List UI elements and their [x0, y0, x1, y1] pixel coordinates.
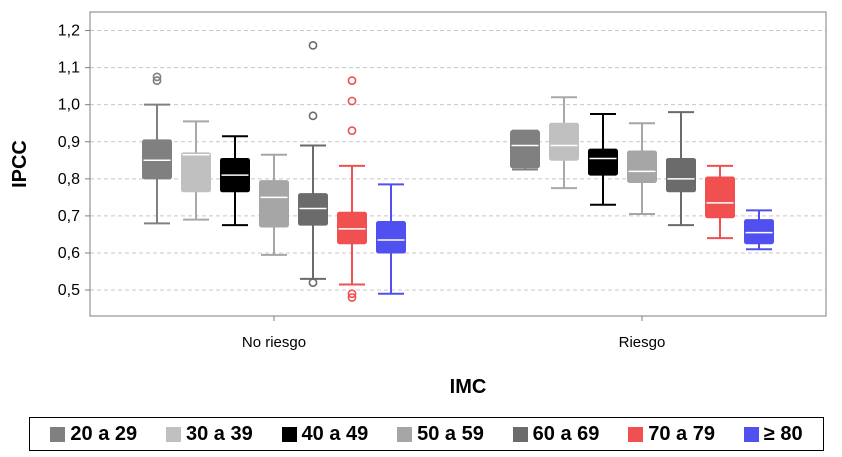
- box-iqr: [142, 139, 172, 180]
- outlier-point: [347, 76, 357, 85]
- legend-item: 50 a 59: [397, 423, 484, 446]
- box-70-a-79: [705, 164, 735, 240]
- box-70-a-79: [337, 76, 367, 302]
- box-40-a-49: [220, 135, 250, 227]
- box-30-a-39: [181, 120, 211, 221]
- outlier-point: [308, 40, 318, 50]
- box-50-a-59: [627, 122, 657, 216]
- legend-item: 30 a 39: [165, 422, 253, 446]
- legend-label: 40 a 49: [301, 422, 369, 445]
- legend-item: ≥ 80: [743, 422, 803, 446]
- legend-label: 70 a 79: [648, 422, 715, 445]
- y-tick-label: 1,2: [58, 23, 80, 40]
- x-category-labels: No riesgo Riesgo: [242, 316, 665, 351]
- outlier-point: [347, 96, 357, 106]
- box-20-a-29: [510, 129, 540, 171]
- box-iqr: [666, 157, 696, 193]
- y-tick-label: 0,5: [58, 282, 80, 299]
- box-series: [142, 40, 774, 302]
- box-40-a-49: [588, 112, 618, 206]
- outlier-point: [308, 278, 318, 288]
- boxplot-chart: 0,5 0,6 0,7 0,8 0,9 1,0 1,1 1,2 No riesgo Riesgo…: [9, 11, 827, 398]
- box-iqr: [627, 150, 657, 184]
- legend-label: 20 a 29: [70, 422, 138, 445]
- y-tick-label: 0,6: [58, 245, 80, 262]
- y-tick-label: 0,8: [58, 171, 80, 188]
- box-iqr: [259, 180, 289, 228]
- box-iqr: [298, 193, 328, 226]
- y-axis-ticks: 0,5 0,6 0,7 0,8 0,9 1,0 1,1 1,2: [58, 23, 90, 299]
- y-tick-label: 0,7: [58, 208, 80, 225]
- legend-item: 40 a 49: [281, 422, 369, 446]
- box-iqr: [376, 220, 406, 254]
- gridlines: [90, 30, 826, 291]
- box--80: [744, 209, 774, 251]
- box-iqr: [181, 152, 211, 193]
- outlier-point: [347, 289, 357, 299]
- box-iqr: [588, 148, 618, 176]
- y-axis-title: IPCC: [9, 140, 31, 188]
- plot-area: [89, 11, 827, 317]
- x-category-label: Riesgo: [619, 334, 666, 351]
- legend-swatch: [165, 426, 181, 442]
- legend-swatch: [281, 426, 297, 442]
- outlier-point: [347, 293, 357, 302]
- legend-label: 50 a 59: [417, 422, 484, 445]
- legend-item: 70 a 79: [628, 423, 715, 446]
- legend-label: 60 a 69: [532, 422, 600, 445]
- box-60-a-69: [298, 40, 328, 288]
- legend-label: ≥ 80: [763, 422, 803, 445]
- box-60-a-69: [666, 111, 696, 227]
- legend-item: 60 a 69: [512, 422, 600, 446]
- outlier-point: [152, 72, 162, 82]
- outlier-point: [308, 111, 318, 121]
- box-30-a-39: [549, 96, 579, 190]
- legend-swatch: [512, 426, 528, 442]
- y-tick-label: 1,1: [58, 60, 80, 77]
- box-iqr: [744, 219, 774, 245]
- legend-label: 30 a 39: [185, 422, 253, 445]
- box-iqr: [549, 122, 579, 161]
- x-category-label: No riesgo: [242, 334, 306, 351]
- box-iqr: [705, 176, 735, 219]
- legend-swatch: [628, 426, 644, 442]
- x-axis-title: IMC: [450, 376, 487, 398]
- legend: 20 a 29 30 a 39 40 a 49 50 a 59 60 a 69 70 a …: [29, 417, 824, 451]
- outlier-point: [152, 76, 162, 85]
- y-tick-label: 1,0: [58, 97, 80, 114]
- box--80: [376, 183, 406, 295]
- box-iqr: [510, 130, 540, 169]
- box-20-a-29: [142, 72, 172, 225]
- box-iqr: [337, 211, 367, 245]
- y-tick-label: 0,9: [58, 134, 80, 151]
- outlier-point: [347, 126, 357, 136]
- legend-item: 20 a 29: [50, 423, 137, 446]
- box-50-a-59: [259, 153, 289, 256]
- legend-swatch: [50, 426, 66, 442]
- legend-swatch: [397, 426, 413, 442]
- legend-swatch: [743, 426, 759, 442]
